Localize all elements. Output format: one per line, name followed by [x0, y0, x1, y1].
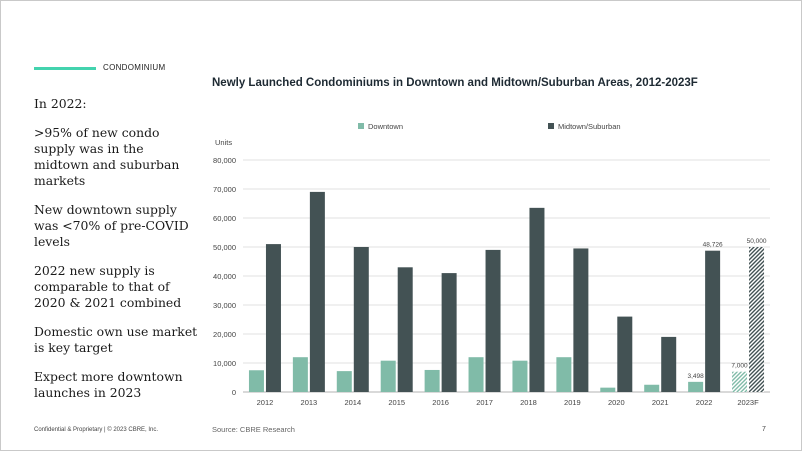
legend-swatch: [358, 123, 364, 129]
y-tick-label: 0: [232, 388, 236, 397]
x-tick-label: 2019: [564, 398, 581, 407]
bar-suburban: [749, 247, 765, 392]
bar-downtown: [600, 387, 616, 392]
bar-suburban: [397, 267, 413, 392]
x-tick-label: 2023F: [737, 398, 759, 407]
bar-suburban: [265, 244, 281, 392]
bar-suburban: [309, 191, 325, 392]
x-tick-label: 2021: [652, 398, 669, 407]
x-tick-label: 2012: [257, 398, 274, 407]
bar-downtown: [292, 357, 308, 392]
data-label: 3,498: [687, 373, 704, 380]
x-tick-label: 2014: [344, 398, 361, 407]
y-tick-label: 70,000: [213, 185, 236, 194]
bar-suburban: [705, 250, 721, 392]
key-point: 2022 new supply is comparable to that of…: [34, 263, 182, 310]
bar-downtown: [644, 384, 660, 392]
bar-downtown: [336, 371, 352, 392]
bar-downtown: [732, 371, 748, 392]
section-label: CONDOMINIUM: [103, 63, 166, 72]
y-tick-label: 20,000: [213, 330, 236, 339]
intro-text: In 2022:: [34, 96, 87, 111]
y-tick-label: 40,000: [213, 272, 236, 281]
bar-downtown: [248, 370, 264, 392]
legend-label: Downtown: [368, 122, 403, 131]
accent-line: [34, 67, 96, 70]
bar-suburban: [485, 249, 501, 392]
bar-suburban: [617, 316, 633, 392]
data-label: 50,000: [747, 238, 767, 245]
y-axis-label: Units: [215, 138, 232, 147]
bar-chart: 0 10,000 20,000 30,000 40,000 50,000 60,000 70,…: [213, 122, 770, 407]
bar-suburban: [353, 247, 369, 392]
bar-downtown: [468, 357, 484, 392]
bar-downtown: [424, 369, 440, 392]
bar-downtown: [688, 381, 704, 392]
bar-downtown: [512, 360, 528, 392]
chart-title: Newly Launched Condominiums in Downtown …: [212, 77, 698, 89]
bar-suburban: [529, 207, 545, 392]
x-tick-label: 2022: [696, 398, 713, 407]
source-note: Source: CBRE Research: [212, 425, 295, 434]
bar-downtown: [380, 360, 396, 392]
y-tick-label: 60,000: [213, 214, 236, 223]
bar-suburban: [661, 336, 677, 392]
bar-downtown: [556, 357, 572, 392]
x-tick-label: 2015: [388, 398, 405, 407]
x-tick-label: 2017: [476, 398, 493, 407]
y-tick-label: 80,000: [213, 156, 236, 165]
data-label: 48,726: [703, 242, 723, 249]
page-number: 7: [762, 426, 766, 433]
data-label: 7,000: [731, 363, 748, 370]
bar-suburban: [441, 273, 457, 392]
confidential-note: Confidential & Proprietary | © 2023 CBRE…: [34, 427, 159, 433]
x-tick-label: 2020: [608, 398, 625, 407]
legend-label: Midtown/Suburban: [558, 122, 621, 131]
key-point: >95% of new condo supply was in the midt…: [34, 125, 180, 188]
key-point: New downtown supply was <70% of pre-COVI…: [34, 202, 189, 249]
x-tick-label: 2013: [301, 398, 318, 407]
key-points: In 2022: >95% of new condo supply was in…: [34, 96, 202, 414]
key-point: Expect more downtown launches in 2023: [34, 369, 183, 400]
x-tick-label: 2016: [432, 398, 449, 407]
y-tick-label: 50,000: [213, 243, 236, 252]
legend-swatch: [548, 123, 554, 129]
y-tick-label: 10,000: [213, 359, 236, 368]
key-point: Domestic own use market is key target: [34, 324, 198, 355]
bar-suburban: [573, 248, 589, 392]
y-tick-label: 30,000: [213, 301, 236, 310]
x-tick-label: 2018: [520, 398, 537, 407]
